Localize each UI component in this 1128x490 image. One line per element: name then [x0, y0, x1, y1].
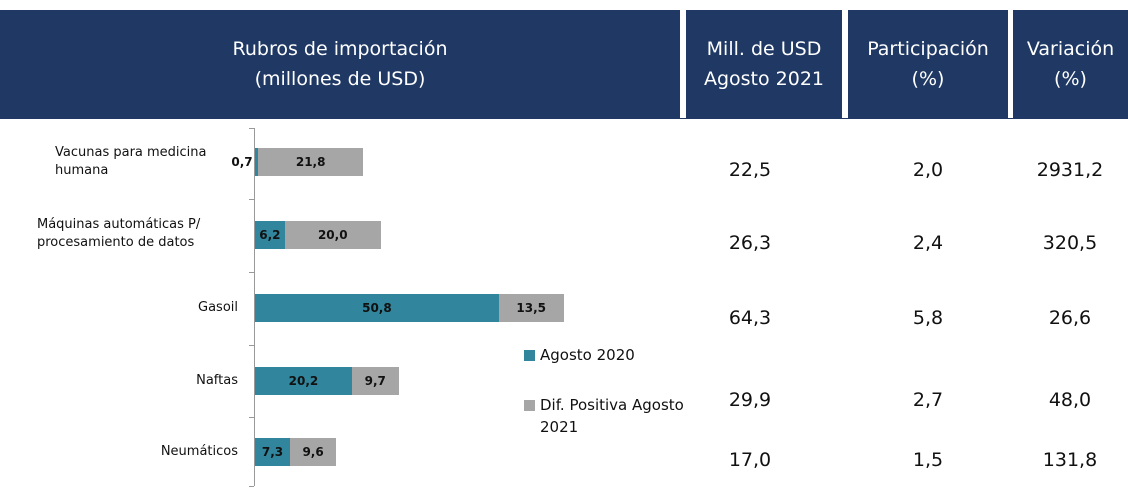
bar-segment — [255, 294, 499, 322]
axis-tick — [249, 199, 254, 200]
bar-segment — [498, 294, 564, 322]
table-cell: 2,4 — [912, 232, 944, 254]
table-cell: 29,9 — [728, 389, 772, 411]
bar-segment — [255, 367, 352, 395]
value-label: 13,5 — [516, 301, 547, 315]
table-cell: 5,8 — [912, 307, 944, 329]
value-label: 50,8 — [362, 301, 392, 315]
table-cell: 26,3 — [728, 232, 772, 254]
value-label: 20,2 — [288, 374, 319, 388]
value-label: 0,7 — [231, 155, 253, 169]
bar-segment — [258, 148, 363, 176]
legend-label: Agosto 2020 — [540, 346, 635, 364]
table-cell: 22,5 — [728, 159, 772, 181]
table-cell: 2,7 — [912, 389, 944, 411]
header-cell: Mill. de USD Agosto 2021 — [686, 10, 842, 118]
table-cell: 320,5 — [1042, 232, 1098, 254]
header-cell: Rubros de importación (millones de USD) — [0, 10, 680, 118]
legend-swatch — [524, 400, 535, 411]
table-cell: 17,0 — [728, 449, 772, 471]
axis-tick — [249, 345, 254, 346]
axis-tick — [249, 272, 254, 273]
table-cell: 48,0 — [1048, 389, 1092, 411]
category-label: Máquinas automáticas P/ procesamiento de… — [37, 217, 201, 250]
axis-tick — [249, 417, 254, 418]
table-cell: 26,6 — [1048, 307, 1092, 329]
table-cell: 1,5 — [912, 449, 944, 471]
legend-swatch — [524, 350, 535, 361]
bar-segment — [255, 148, 259, 176]
bar-segment — [290, 438, 337, 466]
category-label: Naftas — [196, 373, 238, 388]
table-cell: 2,0 — [912, 159, 944, 181]
category-label: Vacunas para medicina humana — [55, 145, 207, 178]
value-label: 7,3 — [261, 445, 284, 459]
bar-segment — [351, 367, 399, 395]
legend-label: Dif. Positiva Agosto 2021 — [540, 396, 684, 436]
y-axis — [254, 128, 255, 486]
bar-segment — [255, 221, 285, 249]
category-label: Neumáticos — [160, 444, 238, 459]
header-cell: Participación (%) — [848, 10, 1008, 118]
value-label: 6,2 — [259, 228, 281, 242]
table-cell: 131,8 — [1042, 449, 1098, 471]
header-cell: Variación (%) — [1013, 10, 1128, 118]
value-label: 20,0 — [317, 228, 348, 242]
table-cell: 2931,2 — [1036, 159, 1104, 181]
table-cell: 64,3 — [728, 307, 772, 329]
value-label: 21,8 — [295, 155, 326, 169]
value-label: 9,7 — [364, 374, 386, 388]
axis-tick — [249, 128, 254, 129]
bar-segment — [255, 438, 291, 466]
value-label: 9,6 — [302, 445, 324, 459]
bar-segment — [284, 221, 381, 249]
header-rule — [0, 118, 1128, 119]
axis-tick — [249, 486, 254, 487]
category-label: Gasoil — [198, 300, 238, 315]
